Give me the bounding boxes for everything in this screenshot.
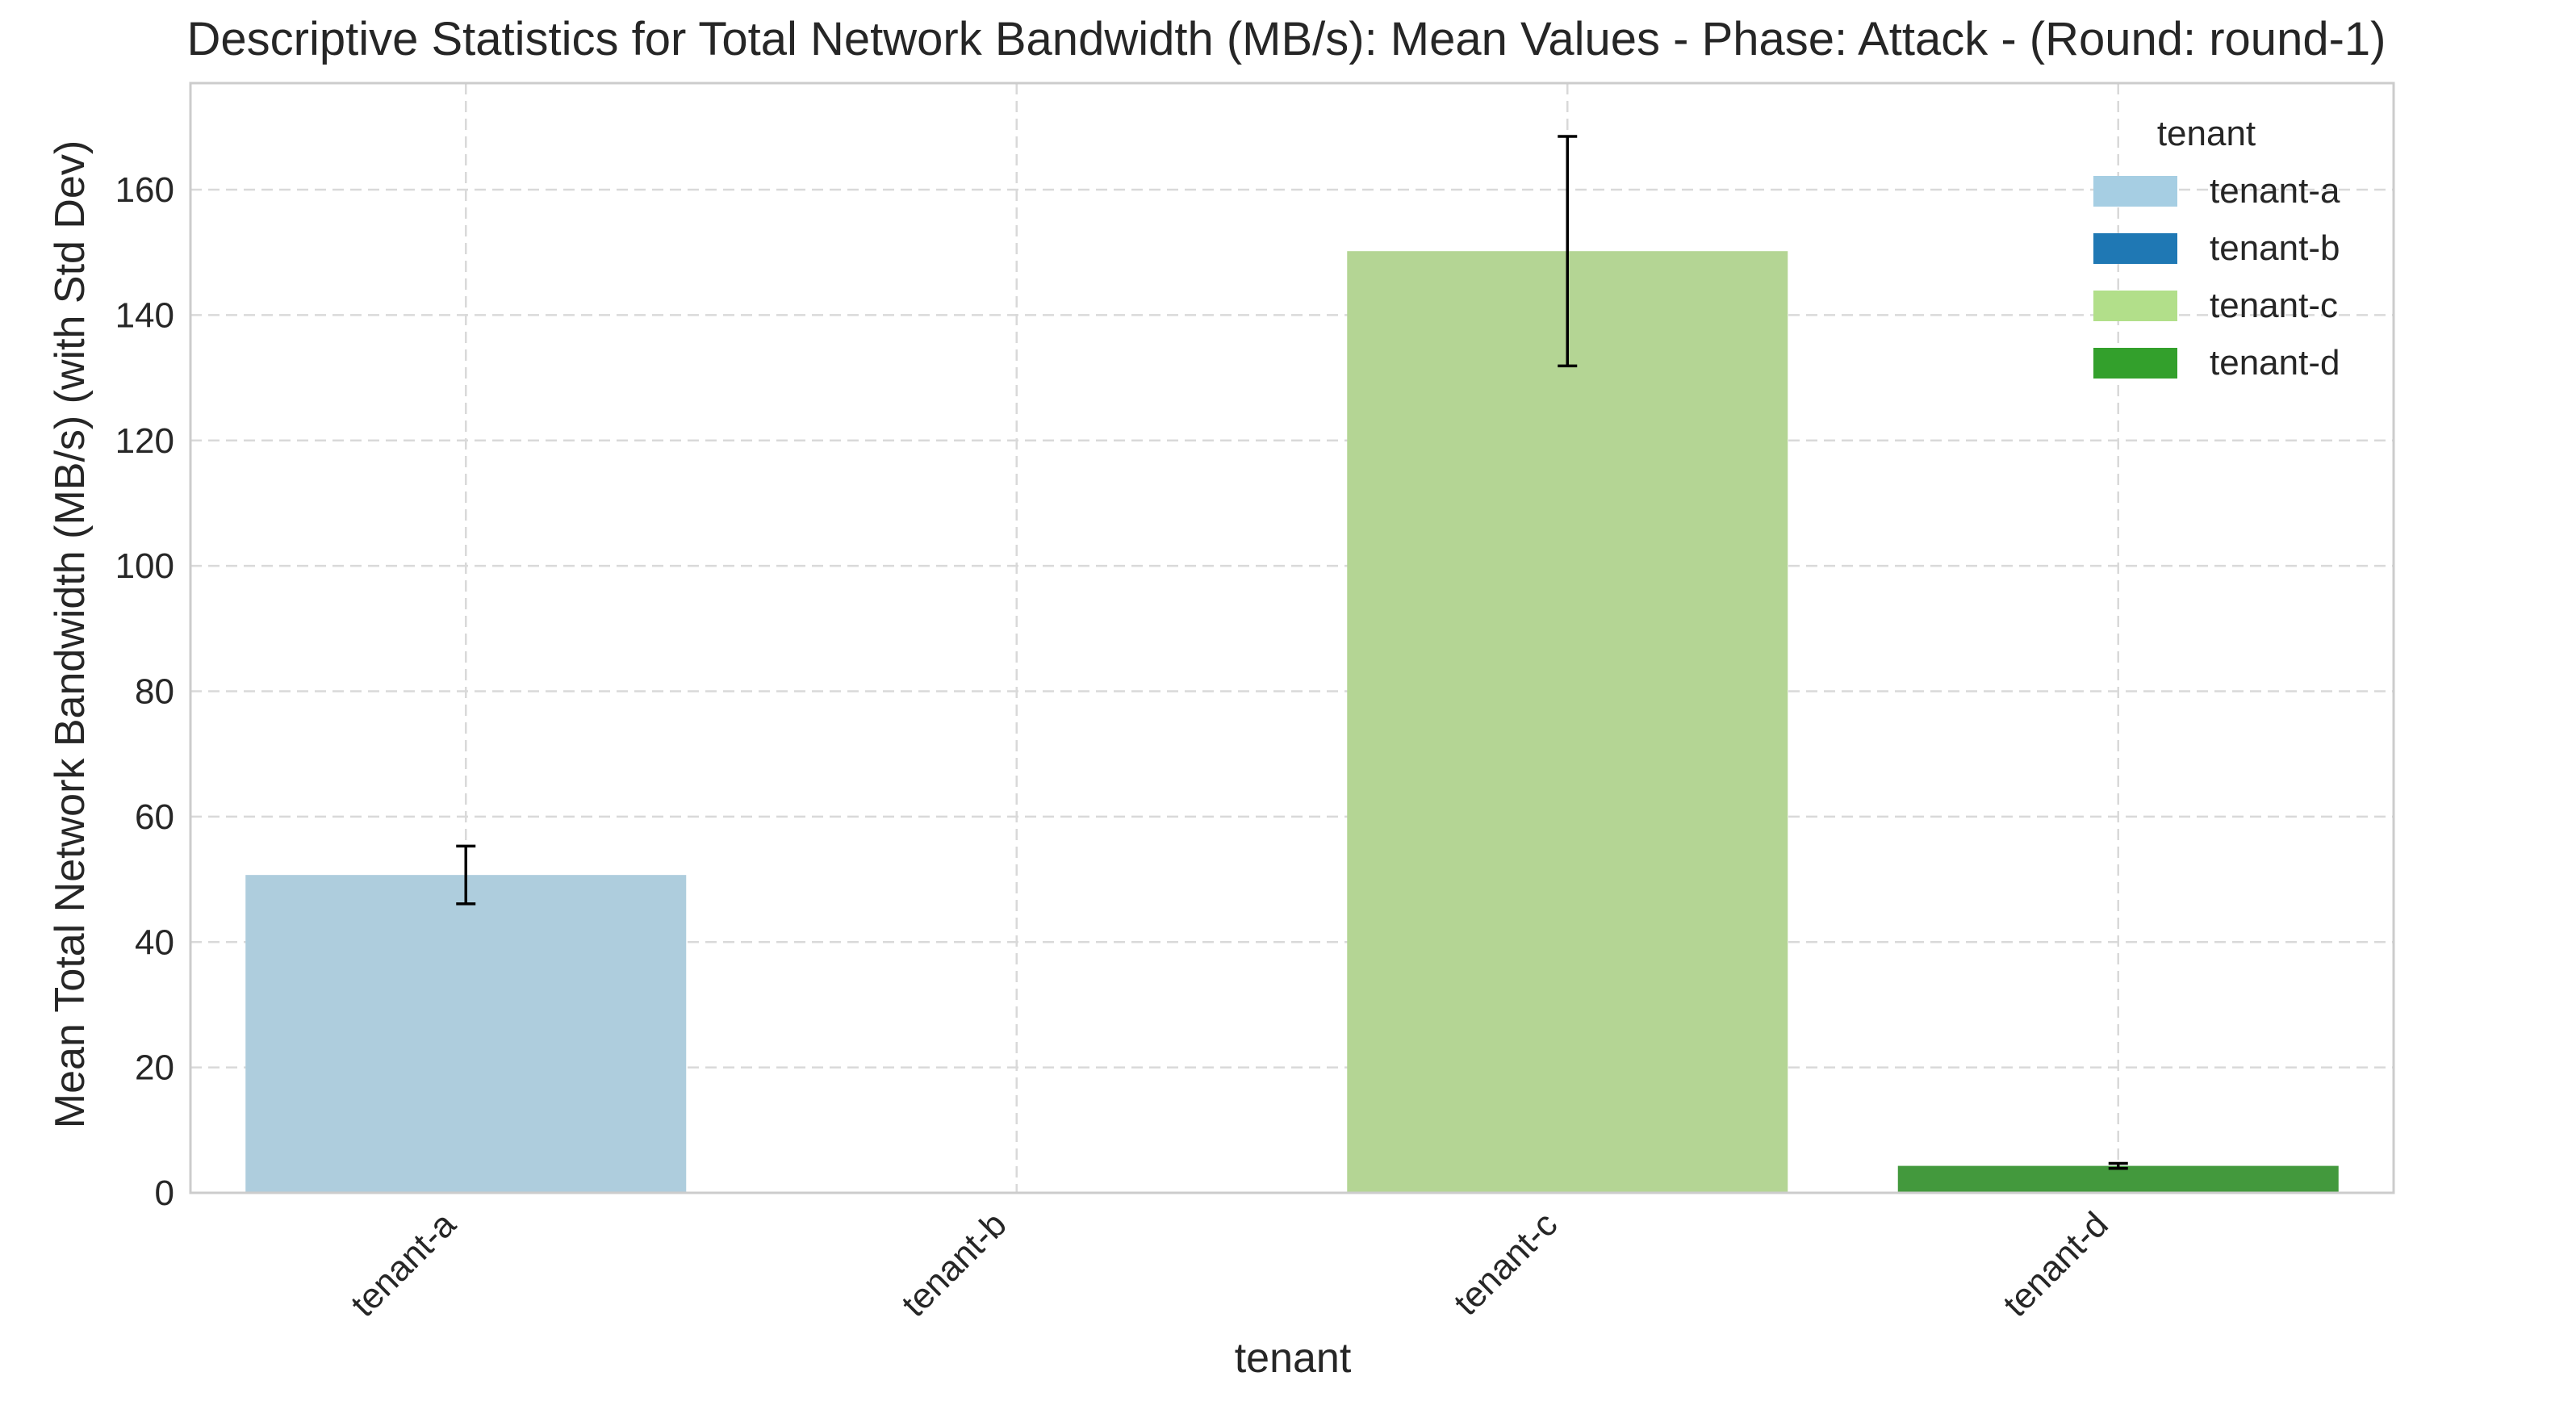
y-tick-label: 80 (135, 672, 174, 712)
chart-title: Descriptive Statistics for Total Network… (187, 13, 2386, 65)
error-bar-tenant-a (456, 844, 476, 906)
error-bars (456, 135, 2128, 1170)
legend-item-tenant-a: tenant-a (2093, 171, 2340, 211)
y-axis-ticks: 0 20 40 60 80 100 120 140 160 (115, 170, 174, 1213)
bar-tenant-d (1897, 1165, 2339, 1193)
legend-item-tenant-b: tenant-b (2093, 228, 2340, 268)
y-tick-label: 60 (135, 797, 174, 837)
legend: tenant tenant-a tenant-b tenant-c tenant-d (2093, 114, 2340, 383)
bar-tenant-c (1347, 251, 1788, 1193)
grid-lines (190, 83, 2394, 1193)
bars (245, 251, 2339, 1193)
legend-label: tenant-b (2210, 228, 2340, 268)
y-tick-label: 40 (135, 922, 174, 962)
legend-item-tenant-c: tenant-c (2093, 286, 2338, 325)
x-axis-label: tenant (1235, 1335, 1352, 1382)
y-tick-label: 0 (155, 1173, 174, 1213)
y-tick-label: 120 (115, 421, 174, 461)
y-tick-label: 20 (135, 1048, 174, 1088)
legend-title: tenant (2157, 114, 2256, 153)
bar-tenant-a (245, 875, 687, 1193)
legend-item-tenant-d: tenant-d (2093, 343, 2340, 383)
legend-swatch (2093, 291, 2177, 321)
legend-label: tenant-a (2210, 171, 2340, 211)
y-tick-label: 100 (115, 546, 174, 586)
legend-swatch (2093, 176, 2177, 207)
legend-label: tenant-c (2210, 286, 2338, 325)
legend-label: tenant-d (2210, 343, 2340, 383)
legend-swatch (2093, 233, 2177, 264)
y-tick-label: 140 (115, 295, 174, 335)
y-tick-label: 160 (115, 170, 174, 210)
error-bar-tenant-d (2108, 1161, 2128, 1170)
legend-entries: tenant-a tenant-b tenant-c tenant-d (2093, 171, 2340, 383)
legend-swatch (2093, 348, 2177, 379)
plot-area-frame (189, 82, 2395, 1194)
y-axis-label: Mean Total Network Bandwidth (MB/s) (wit… (47, 140, 94, 1128)
error-bar-tenant-c (1558, 135, 1578, 368)
